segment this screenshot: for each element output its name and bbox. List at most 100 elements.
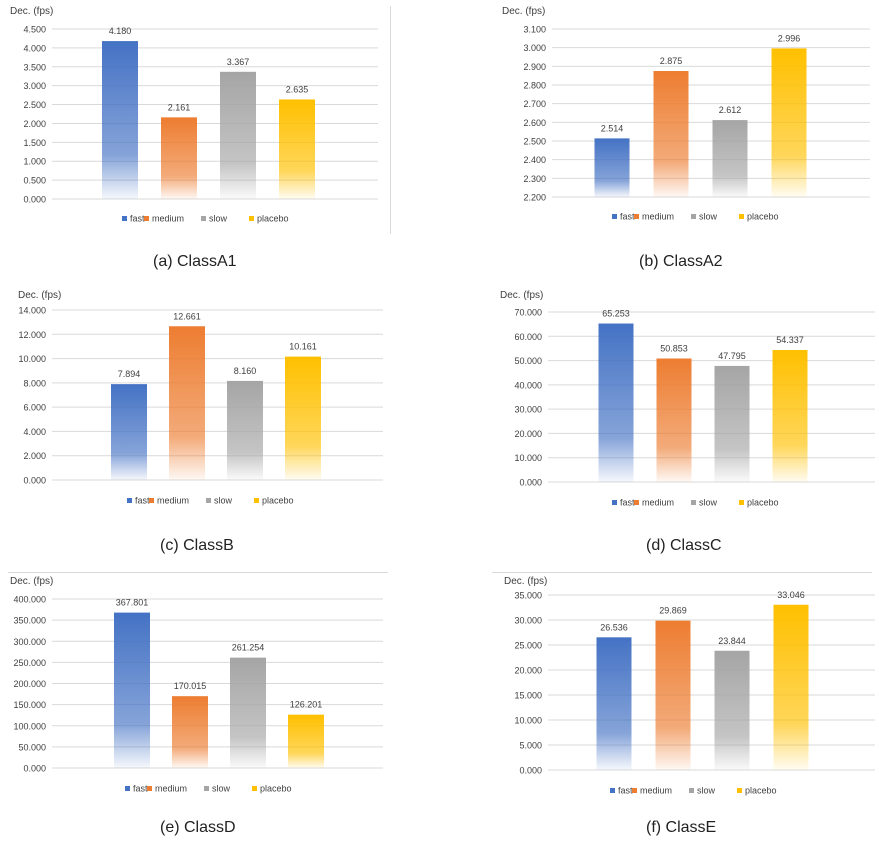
y-tick-label: 3.000	[23, 81, 46, 91]
bar-fast	[594, 138, 630, 197]
data-label-slow: 2.612	[719, 105, 742, 115]
bar-fast	[102, 41, 138, 199]
caption-a: (a) ClassA1	[153, 253, 237, 270]
y-tick-label: 2.700	[523, 99, 546, 109]
chart-svg: Dec. (fps) 0.000 0.500 1.000 1.500 2.000 2.500…	[10, 6, 378, 224]
y-tick-label: 1.000	[23, 157, 46, 167]
legend-swatch-medium	[634, 214, 639, 219]
bar-fast	[598, 323, 634, 482]
legend-swatch-medium	[149, 498, 154, 503]
chart-class-c: Dec. (fps) 0.000 10.000 20.000 30.000 40.000 5…	[490, 284, 879, 524]
chart-svg: Dec. (fps) 0.000 2.000 4.000 6.000 8.000 10.00…	[18, 290, 383, 506]
legend-label-medium: medium	[642, 498, 674, 508]
data-label-slow: 8.160	[234, 366, 257, 376]
legend-swatch-slow	[204, 786, 209, 791]
chart-class-d: Dec. (fps) 0.000 50.000 100.000 150.000 200.0…	[0, 572, 390, 804]
legend-label-slow: slow	[209, 214, 228, 224]
data-label-fast: 7.894	[118, 369, 141, 379]
bar-fast	[111, 384, 147, 480]
legend-label-medium: medium	[155, 784, 187, 794]
legend-swatch-slow	[201, 216, 206, 221]
y-tick-label: 0.500	[23, 176, 46, 186]
data-label-slow: 3.367	[227, 57, 250, 67]
bar-slow	[714, 650, 750, 770]
data-label-slow: 47.795	[718, 351, 746, 361]
y-tick-label: 10.000	[514, 453, 542, 463]
bar-placebo	[773, 604, 809, 770]
caption-f: (f) ClassE	[646, 819, 717, 836]
y-tick-label: 250.000	[13, 658, 46, 668]
y-tick-label: 60.000	[514, 332, 542, 342]
y-tick-label: 0.000	[519, 478, 542, 488]
legend-swatch-fast	[125, 786, 130, 791]
bar-fast	[596, 637, 632, 770]
legend-swatch-fast	[122, 216, 127, 221]
data-label-fast: 2.514	[601, 123, 624, 133]
legend-label-slow: slow	[699, 212, 718, 222]
bar-medium	[169, 326, 205, 480]
caption-d: (d) ClassC	[646, 537, 722, 554]
bar-medium	[172, 696, 208, 768]
bar-medium	[161, 117, 197, 199]
legend-label-fast: fast	[133, 784, 148, 794]
bar-medium	[655, 620, 691, 770]
y-tick-label: 10.000	[514, 716, 542, 726]
y-tick-label: 0.000	[23, 764, 46, 774]
y-tick-label: 40.000	[514, 380, 542, 390]
y-tick-label: 2.900	[523, 62, 546, 72]
bar-placebo	[285, 356, 321, 480]
legend-label-slow: slow	[212, 784, 231, 794]
y-axis-title: Dec. (fps)	[10, 6, 53, 17]
legend-label-medium: medium	[157, 496, 189, 506]
legend-label-placebo: placebo	[260, 784, 292, 794]
legend-swatch-slow	[691, 500, 696, 505]
y-tick-label: 2.400	[523, 155, 546, 165]
y-tick-label: 4.000	[23, 427, 46, 437]
y-tick-label: 0.000	[23, 476, 46, 486]
y-tick-label: 6.000	[23, 403, 46, 413]
legend-label-fast: fast	[620, 212, 635, 222]
legend-label-medium: medium	[152, 214, 184, 224]
bar-slow	[220, 71, 256, 199]
chart-class-a2: Dec. (fps) 2.200 2.300 2.400 2.500 2.600 2.700…	[490, 0, 879, 240]
data-label-medium: 29.869	[659, 606, 687, 616]
y-tick-label: 1.500	[23, 138, 46, 148]
legend-label-fast: fast	[135, 496, 150, 506]
data-label-fast: 65.253	[602, 309, 630, 319]
legend-label-placebo: placebo	[747, 498, 779, 508]
legend-swatch-medium	[632, 788, 637, 793]
legend-label-fast: fast	[620, 498, 635, 508]
y-tick-label: 12.000	[18, 330, 46, 340]
y-tick-label: 10.000	[18, 354, 46, 364]
y-tick-label: 8.000	[23, 378, 46, 388]
legend-swatch-fast	[610, 788, 615, 793]
y-axis-title: Dec. (fps)	[504, 576, 547, 587]
y-axis-title: Dec. (fps)	[18, 290, 61, 301]
legend-label-placebo: placebo	[745, 786, 777, 796]
bar-slow	[227, 380, 263, 480]
legend-swatch-placebo	[739, 500, 744, 505]
data-label-placebo: 2.635	[286, 84, 309, 94]
y-tick-label: 14.000	[18, 306, 46, 316]
y-tick-label: 2.500	[23, 100, 46, 110]
y-tick-label: 5.000	[519, 741, 542, 751]
y-tick-label: 35.000	[514, 591, 542, 601]
y-tick-label: 3.500	[23, 62, 46, 72]
y-tick-label: 0.000	[519, 766, 542, 776]
legend-label-medium: medium	[642, 212, 674, 222]
data-label-medium: 2.875	[660, 56, 683, 66]
chart-class-e: Dec. (fps) 0.000 5.000 10.000 15.000 20.000 25…	[490, 572, 879, 804]
y-tick-label: 25.000	[514, 641, 542, 651]
chart-svg: Dec. (fps) 0.000 5.000 10.000 15.000 20.000 25…	[504, 576, 875, 796]
y-tick-label: 30.000	[514, 616, 542, 626]
legend-label-fast: fast	[130, 214, 145, 224]
chart-svg: Dec. (fps) 2.200 2.300 2.400 2.500 2.600 2.700…	[502, 6, 870, 222]
top-rule-e	[8, 572, 388, 573]
y-tick-label: 30.000	[514, 405, 542, 415]
data-label-medium: 170.015	[174, 681, 207, 691]
y-tick-label: 150.000	[13, 700, 46, 710]
legend-swatch-slow	[689, 788, 694, 793]
legend-label-slow: slow	[699, 498, 718, 508]
legend-swatch-fast	[612, 214, 617, 219]
bar-placebo	[288, 714, 324, 768]
